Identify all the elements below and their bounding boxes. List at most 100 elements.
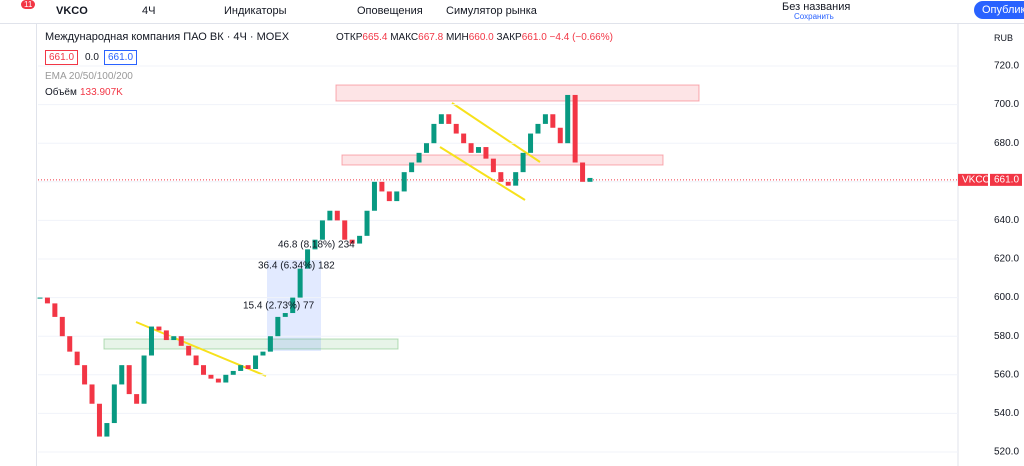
drawing-toolbar <box>0 24 37 466</box>
save[interactable]: Сохранить <box>794 12 834 21</box>
candle <box>82 365 88 385</box>
candle <box>461 133 467 144</box>
candle <box>379 181 385 192</box>
y-tick-label: 700.0 <box>994 99 1019 110</box>
y-tick-label: 560.0 <box>994 369 1019 380</box>
candle <box>156 326 162 331</box>
candle <box>453 123 459 134</box>
bid: 661.0 <box>45 50 79 65</box>
candle <box>476 147 482 153</box>
candle <box>134 394 140 404</box>
l: 660.0 <box>468 32 494 43</box>
candle <box>401 172 407 192</box>
symbol[interactable]: VKCO <box>56 5 88 17</box>
candle <box>505 181 511 186</box>
y-tick-label: 580.0 <box>994 331 1019 342</box>
candle <box>223 374 229 383</box>
candle <box>104 423 110 437</box>
candle <box>245 365 251 370</box>
candle <box>520 152 526 173</box>
candle <box>409 162 415 173</box>
candle <box>171 336 177 341</box>
c: 661.0 <box>521 32 547 43</box>
candle <box>483 147 489 159</box>
candle <box>260 351 266 356</box>
candle <box>267 336 273 352</box>
candle <box>565 94 571 144</box>
candle <box>96 403 102 437</box>
candle <box>587 177 593 182</box>
indicators[interactable]: Индикаторы <box>224 5 287 17</box>
spread: 0.0 <box>85 52 99 63</box>
candle <box>535 123 541 134</box>
ask: 661.0 <box>104 50 138 65</box>
badge: 11 <box>21 0 36 9</box>
last-price: 661.0 <box>994 175 1019 186</box>
c-label: ЗАКР <box>496 32 522 43</box>
candle <box>186 345 192 356</box>
y-tick-label: 640.0 <box>994 215 1019 226</box>
candle <box>193 355 199 366</box>
candle <box>513 172 519 186</box>
l-label: МИН <box>445 32 469 43</box>
candle <box>327 210 333 221</box>
interval[interactable]: 4Ч <box>142 5 156 17</box>
candle <box>52 303 58 317</box>
candle <box>394 191 400 202</box>
y-tick-label: 620.0 <box>994 254 1019 265</box>
candle <box>468 143 474 153</box>
layout-name[interactable]: Без названия <box>782 1 851 13</box>
candle <box>528 133 534 153</box>
candle <box>431 123 437 144</box>
candle <box>282 313 288 317</box>
candle <box>89 384 95 404</box>
candle <box>357 235 363 244</box>
candle <box>550 114 556 128</box>
measure-box <box>267 260 321 351</box>
currency: RUB <box>994 33 1014 43</box>
h-label: МАКС <box>390 32 419 43</box>
candle <box>230 370 236 375</box>
candle <box>37 297 43 299</box>
publish[interactable]: Опублико <box>974 1 1024 19</box>
zone <box>335 84 700 102</box>
trend-line <box>439 146 526 201</box>
zone <box>103 338 399 350</box>
candle <box>349 239 355 244</box>
measure-label: 46.8 (8.18%) 234 <box>278 240 355 251</box>
o: 665.4 <box>362 32 388 43</box>
candle <box>305 249 311 269</box>
candle <box>416 152 422 163</box>
y-tick-label: 680.0 <box>994 138 1019 149</box>
volume-label: Объём <box>45 87 77 98</box>
candle <box>423 143 429 153</box>
candle <box>119 365 125 385</box>
candle <box>580 162 586 182</box>
measure-label: 36.4 (6.34%) 182 <box>258 261 335 272</box>
y-tick-label: 660.0 <box>994 176 1019 187</box>
candle <box>163 330 169 341</box>
y-tick-label: 540.0 <box>994 408 1019 419</box>
zone <box>341 154 664 166</box>
trend-line <box>451 102 541 163</box>
top-toolbar: 11 VKCO 4Ч Индикаторы Оповещения Симулят… <box>0 0 1024 24</box>
last-symbol: VKCO <box>962 175 991 186</box>
candle <box>319 220 325 240</box>
candle <box>59 316 65 337</box>
alerts[interactable]: Оповещения <box>357 5 423 17</box>
candle <box>74 351 80 366</box>
candle <box>290 297 296 314</box>
candle <box>44 297 50 304</box>
candle <box>148 326 154 356</box>
candle <box>446 114 452 124</box>
h: 667.8 <box>418 32 444 43</box>
candle <box>490 158 496 173</box>
last-symbol-bg <box>958 173 988 186</box>
replay[interactable]: Симулятор рынка <box>446 5 537 17</box>
candle <box>275 316 281 337</box>
candle <box>312 239 318 250</box>
candle <box>67 336 73 352</box>
candle <box>178 336 184 346</box>
candle <box>364 210 370 236</box>
